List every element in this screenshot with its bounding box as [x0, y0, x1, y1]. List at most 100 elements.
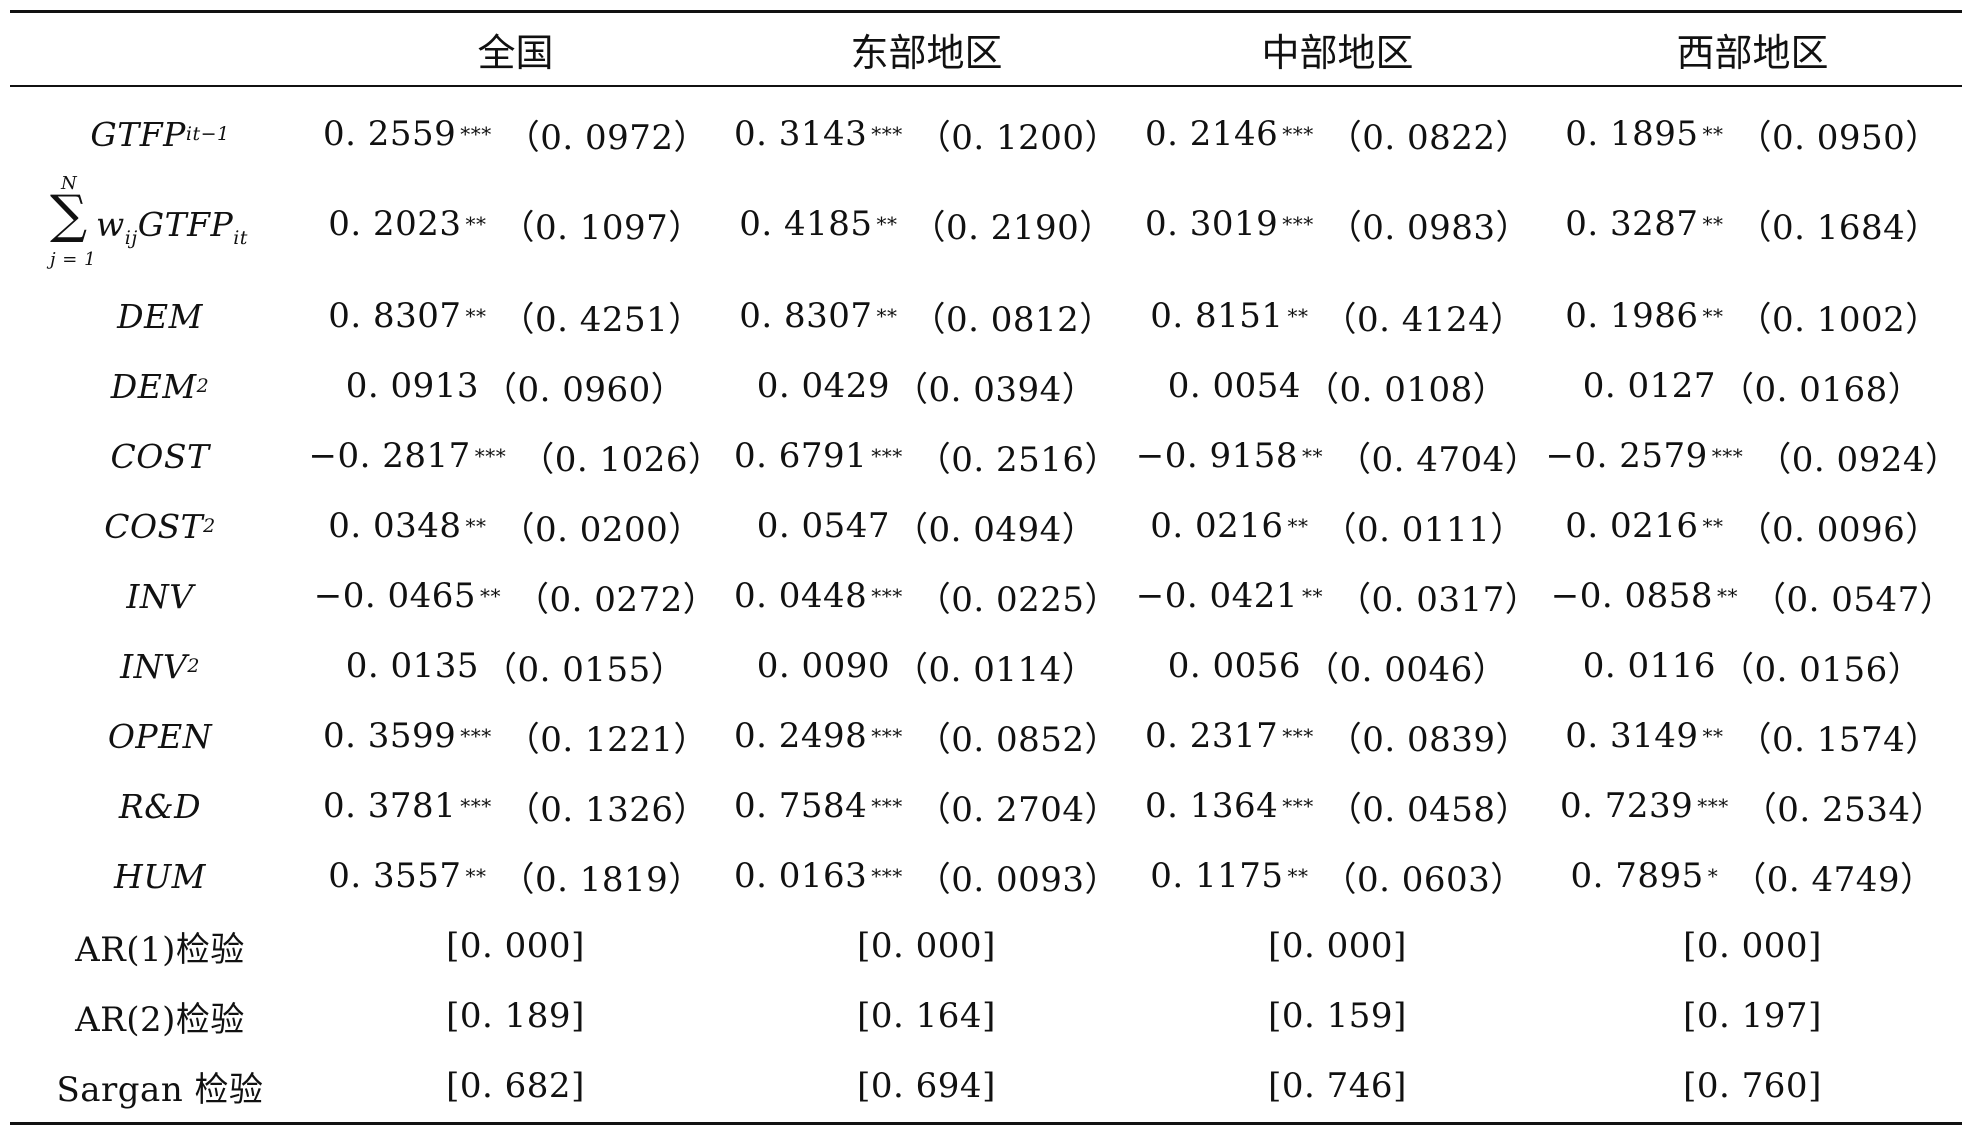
cell-national: 0. 2559 *** （0. 0972） [310, 100, 721, 168]
cell-central: 0. 1175 ** （0. 0603） [1132, 842, 1543, 910]
std-error: （0. 0960） [483, 369, 686, 410]
cell-east: 0. 0090 （0. 0114） [721, 632, 1132, 700]
p-value: [0. 164] [857, 996, 996, 1036]
var-name: DEM [110, 366, 197, 406]
significance-stars: ** [1702, 724, 1724, 748]
std-error: （0. 1200） [916, 117, 1120, 158]
cell-east: 0. 4185 ** （0. 2190） [721, 168, 1132, 280]
coef: 0. 1175 [1150, 856, 1284, 896]
significance-stars: *** [1711, 444, 1744, 468]
coef: 0. 0448 [733, 576, 868, 616]
significance-stars: ** [1287, 304, 1309, 328]
header-blank [10, 13, 310, 85]
std-error: （0. 0950） [1737, 117, 1940, 158]
cell-west: −0. 2579 *** （0. 0924） [1543, 422, 1962, 490]
std-error: （0. 0225） [916, 579, 1120, 620]
cell-west: [0. 000] [1543, 912, 1962, 980]
significance-stars: ** [1702, 212, 1724, 236]
std-error: （0. 0394） [894, 369, 1097, 410]
std-error: （0. 0114） [894, 649, 1097, 690]
cell-east: 0. 7584 *** （0. 2704） [721, 772, 1132, 840]
table-row-inv: INV −0. 0465 ** （0. 0272） 0. 0448 *** （0. 02… [10, 562, 1962, 630]
cell-east: 0. 2498 *** （0. 0852） [721, 702, 1132, 770]
row-label: DEM [10, 282, 310, 350]
table-bottom-rule [10, 1122, 1962, 1125]
coef: 0. 0216 [1565, 506, 1699, 546]
significance-stars: *** [460, 122, 492, 146]
coef: 0. 0090 [756, 646, 890, 686]
coef: 0. 3557 [328, 856, 462, 896]
significance-stars: *** [1282, 212, 1314, 236]
coef: 0. 0116 [1582, 646, 1716, 686]
coef: −0. 0858 [1550, 576, 1713, 616]
std-error: （0. 0111） [1322, 509, 1525, 550]
significance-stars: ** [1702, 514, 1724, 538]
row-label: COST 2 [10, 492, 310, 560]
cell-east: 0. 0163 *** （0. 0093） [721, 842, 1132, 910]
coef: −0. 2817 [308, 436, 471, 476]
cell-west: 0. 0127 （0. 0168） [1543, 352, 1962, 420]
p-value: [0. 197] [1683, 996, 1822, 1036]
row-label: INV [10, 562, 310, 630]
coef: −0. 0465 [313, 576, 476, 616]
std-error: （0. 4749） [1732, 859, 1935, 900]
p-value: [0. 760] [1683, 1066, 1822, 1106]
coef: 0. 7584 [733, 786, 868, 826]
significance-stars: ** [479, 584, 501, 608]
std-error: （0. 2534） [1742, 789, 1946, 830]
table-top-rule [10, 10, 1962, 13]
std-error: （0. 1097） [500, 207, 703, 248]
std-error: （0. 0272） [514, 579, 718, 620]
std-error: （0. 1684） [1737, 207, 1940, 248]
coef: 0. 0348 [328, 506, 462, 546]
coef: 0. 4185 [739, 204, 873, 244]
row-label: GTFP it−1 [10, 100, 310, 168]
cell-east: 0. 0429 （0. 0394） [721, 352, 1132, 420]
var-name: R&D [118, 786, 202, 826]
coef: 0. 0056 [1167, 646, 1301, 686]
significance-stars: ** [465, 212, 487, 236]
cell-east: 0. 0448 *** （0. 0225） [721, 562, 1132, 630]
coef: 0. 0216 [1150, 506, 1284, 546]
std-error: （0. 1574） [1737, 719, 1940, 760]
std-error: （0. 0096） [1737, 509, 1940, 550]
significance-stars: *** [1282, 724, 1314, 748]
row-label: AR(1)检验 [10, 912, 310, 980]
cell-national: 0. 3599 *** （0. 1221） [310, 702, 721, 770]
cell-west: 0. 0116 （0. 0156） [1543, 632, 1962, 700]
significance-stars: ** [465, 864, 487, 888]
test-name: Sargan 检验 [56, 1069, 264, 1110]
p-value: [0. 694] [857, 1066, 996, 1106]
cell-east: [0. 164] [721, 982, 1132, 1050]
table-row-dem-squared: DEM 2 0. 0913 （0. 0960） 0. 0429 （0. 0394） 0… [10, 352, 1962, 420]
std-error: （0. 0108） [1305, 369, 1508, 410]
std-error: （0. 0603） [1322, 859, 1525, 900]
var-name: OPEN [107, 716, 213, 756]
table-row-ar2-test: AR(2)检验 [0. 189] [0. 164] [0. 159] [0. 1… [10, 982, 1962, 1050]
cell-central: 0. 0216 ** （0. 0111） [1132, 492, 1543, 560]
cell-central: [0. 159] [1132, 982, 1543, 1050]
cell-central: 0. 0056 （0. 0046） [1132, 632, 1543, 700]
coef: 0. 2498 [733, 716, 868, 756]
coef: 0. 0163 [733, 856, 868, 896]
significance-stars: ** [1287, 514, 1309, 538]
std-error: （0. 0155） [483, 649, 686, 690]
std-error: （0. 0093） [916, 859, 1120, 900]
p-value: [0. 000] [1268, 926, 1407, 966]
significance-stars: ** [1301, 584, 1323, 608]
std-error: （0. 0168） [1720, 369, 1923, 410]
p-value: [0. 189] [446, 996, 585, 1036]
significance-stars: ** [1716, 584, 1738, 608]
cell-national: −0. 2817 *** （0. 1026） [308, 422, 722, 490]
var-name: DEM [117, 296, 203, 336]
table-header-rule [10, 85, 1962, 87]
cell-west: 0. 7895 * （0. 4749） [1543, 842, 1962, 910]
cell-central: [0. 746] [1132, 1052, 1543, 1120]
cell-west: 0. 7239 *** （0. 2534） [1543, 772, 1962, 840]
cell-central: 0. 8151 ** （0. 4124） [1132, 282, 1543, 350]
coef: 0. 0913 [345, 366, 479, 406]
var-superscript: 2 [187, 655, 200, 677]
coef: 0. 0127 [1582, 366, 1716, 406]
significance-stars: *** [474, 444, 507, 468]
p-value: [0. 000] [1683, 926, 1822, 966]
